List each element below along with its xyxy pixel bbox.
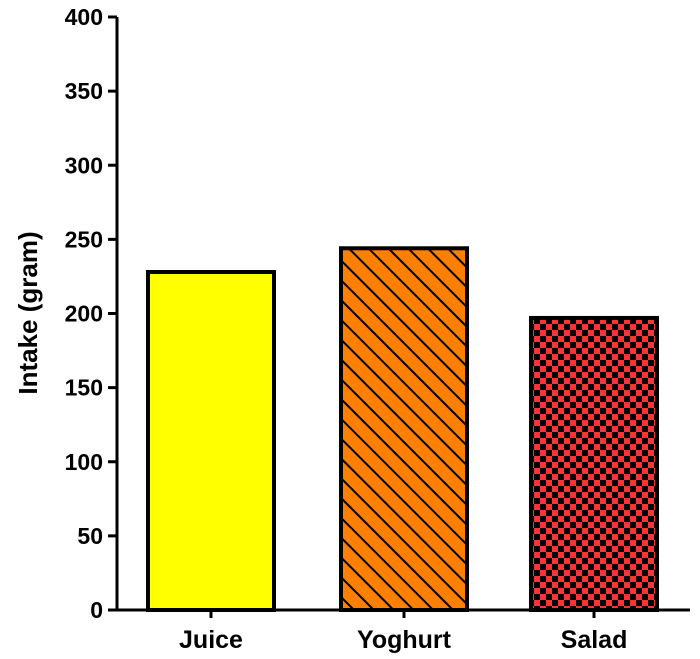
y-axis-title: Intake (gram) <box>13 231 43 394</box>
x-tick-label-juice: Juice <box>179 626 243 654</box>
bars-group <box>146 246 659 613</box>
y-tick-label: 50 <box>77 523 103 549</box>
y-tick-label: 250 <box>65 226 103 252</box>
y-tick-label: 400 <box>65 4 103 30</box>
y-tick-label: 350 <box>65 78 103 104</box>
bar-juice <box>146 269 276 612</box>
y-tick-label: 0 <box>90 597 103 623</box>
bar-salad <box>529 315 659 612</box>
x-tick-label-yoghurt: Yoghurt <box>357 626 452 654</box>
y-tick-label: 300 <box>65 152 103 178</box>
x-tick-label-salad: Salad <box>561 626 628 654</box>
bar-yoghurt <box>339 246 469 613</box>
y-tick-label: 150 <box>65 375 103 401</box>
y-tick-label: 100 <box>65 449 103 475</box>
y-tick-label: 200 <box>65 301 103 327</box>
axes-group: Juice Yoghurt Salad 0 50 100 150 200 250 300 350 40… <box>65 4 690 654</box>
